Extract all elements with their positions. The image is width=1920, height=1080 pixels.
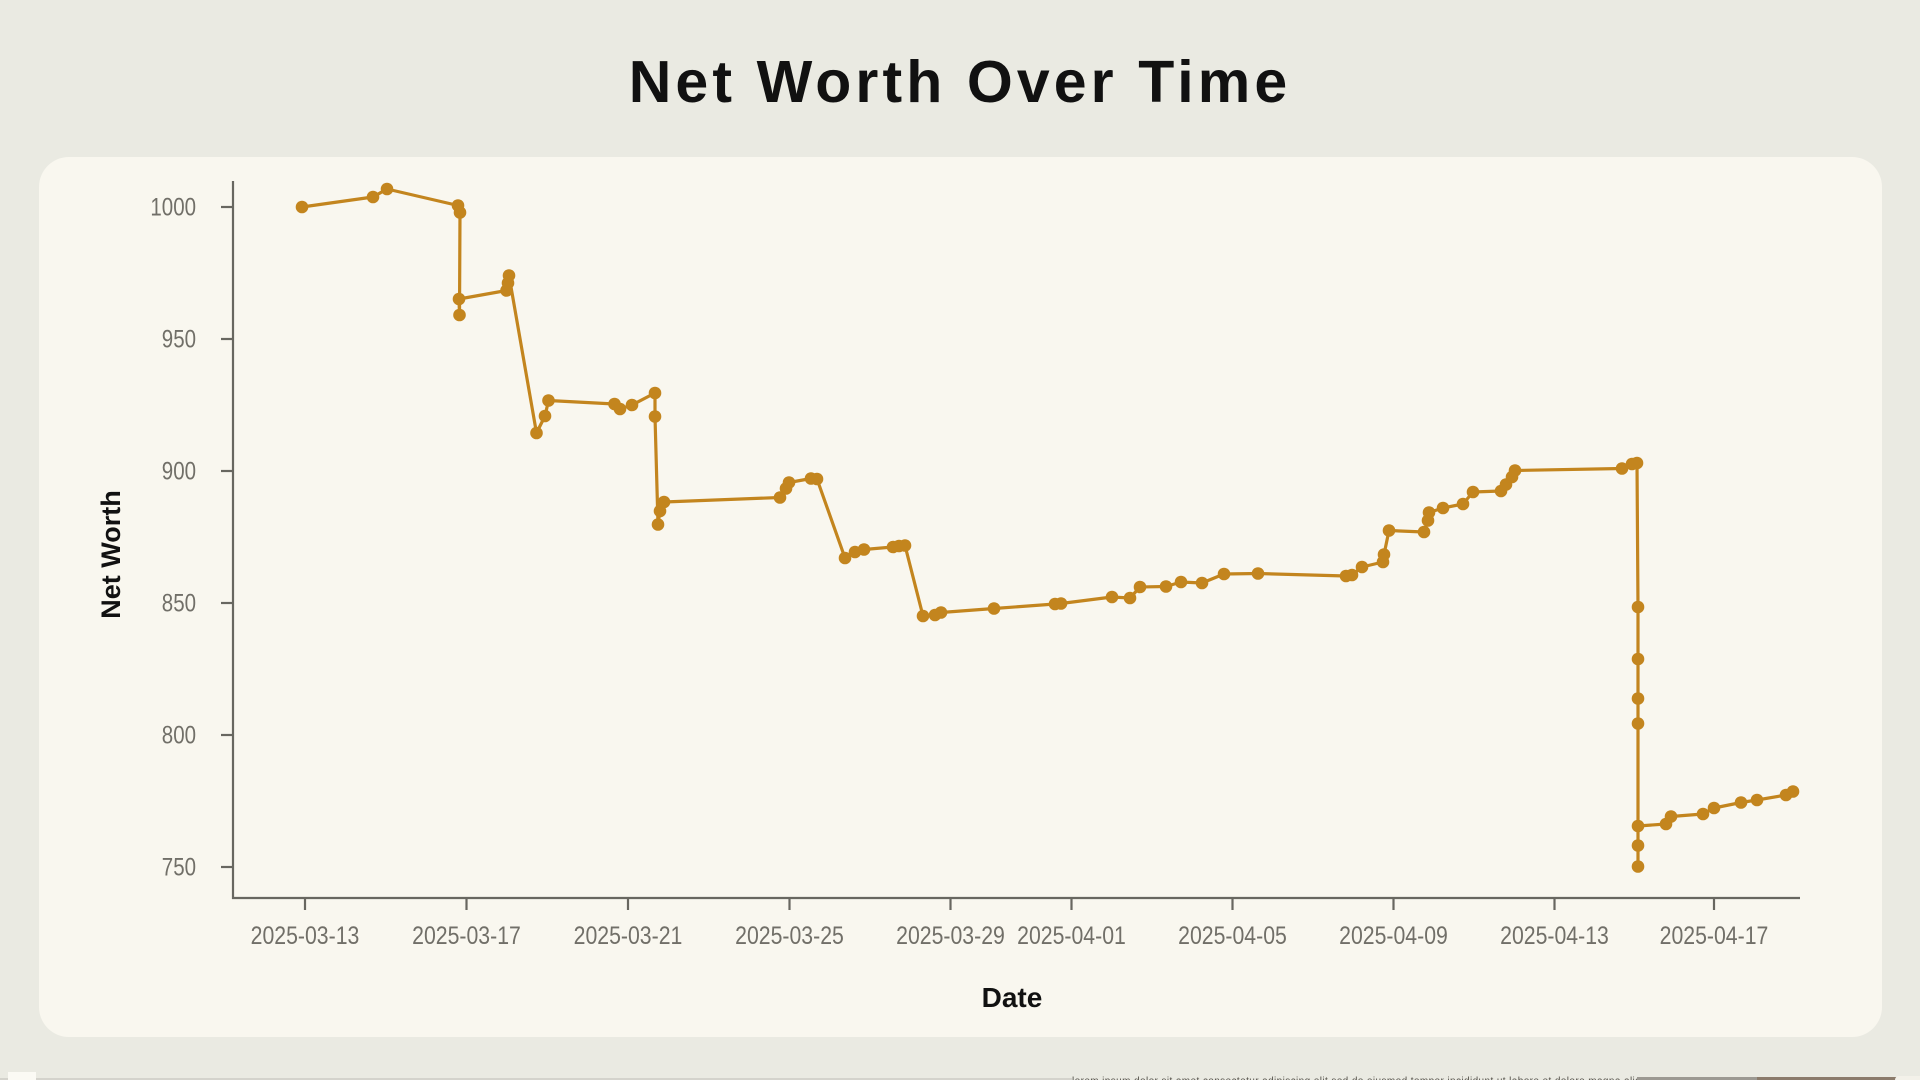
svg-text:900: 900: [162, 457, 196, 485]
svg-text:750: 750: [162, 853, 196, 881]
svg-text:850: 850: [162, 589, 196, 617]
svg-text:2025-04-05: 2025-04-05: [1178, 921, 1287, 949]
svg-text:800: 800: [162, 721, 196, 749]
svg-text:2025-03-13: 2025-03-13: [251, 921, 360, 949]
svg-text:Date: Date: [982, 982, 1043, 1013]
svg-text:2025-03-17: 2025-03-17: [412, 921, 521, 949]
svg-text:1000: 1000: [150, 193, 196, 221]
svg-text:2025-03-29: 2025-03-29: [896, 921, 1005, 949]
svg-text:2025-03-25: 2025-03-25: [735, 921, 844, 949]
svg-text:2025-04-13: 2025-04-13: [1500, 921, 1609, 949]
svg-text:2025-03-21: 2025-03-21: [574, 921, 683, 949]
svg-text:950: 950: [162, 325, 196, 353]
svg-text:2025-04-17: 2025-04-17: [1660, 921, 1769, 949]
svg-text:Net Worth Over Time: Net Worth Over Time: [629, 49, 1292, 115]
svg-text:2025-04-09: 2025-04-09: [1339, 921, 1448, 949]
svg-text:2025-04-01: 2025-04-01: [1017, 921, 1126, 949]
svg-text:Net Worth: Net Worth: [96, 490, 126, 619]
